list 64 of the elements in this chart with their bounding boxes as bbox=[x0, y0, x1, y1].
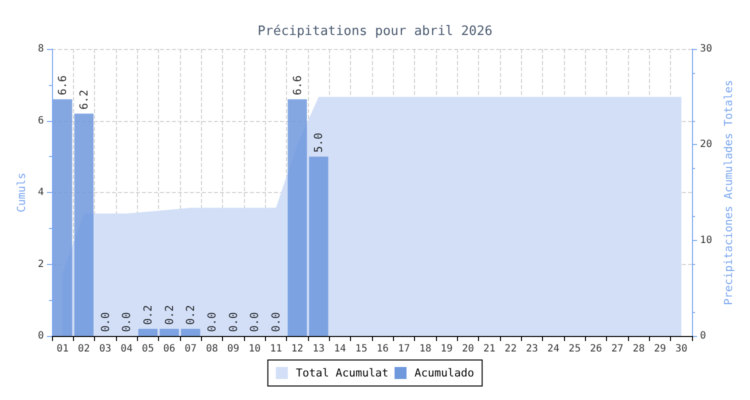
y-tick-label: 0 bbox=[38, 330, 44, 342]
y2-tick-label: 20 bbox=[700, 139, 712, 150]
data-label: 0.0 bbox=[98, 312, 112, 332]
x-tick-label: 01 bbox=[56, 344, 69, 354]
x-tick-label: 23 bbox=[526, 344, 538, 354]
y-tick-label: 6 bbox=[38, 115, 44, 126]
x-tick-label: 20 bbox=[462, 344, 474, 354]
bar bbox=[160, 328, 179, 336]
data-label: 0.2 bbox=[184, 304, 198, 325]
x-tick-label: 02 bbox=[78, 344, 90, 354]
data-label: 0.0 bbox=[120, 312, 134, 332]
legend-label: Total Acumulat bbox=[296, 366, 389, 380]
x-tick-label: 18 bbox=[419, 344, 432, 354]
x-tick-label: 07 bbox=[184, 344, 197, 354]
y2-tick-label: 0 bbox=[700, 330, 706, 342]
x-tick-label: 21 bbox=[483, 344, 496, 354]
x-tick-label: 30 bbox=[675, 344, 688, 354]
x-tick-label: 09 bbox=[227, 344, 240, 354]
data-label: 0.0 bbox=[269, 312, 282, 332]
x-tick-label: 16 bbox=[376, 344, 389, 354]
x-tick-label: 05 bbox=[142, 344, 154, 354]
x-tick-label: 27 bbox=[611, 344, 624, 354]
x-tick-label: 22 bbox=[504, 344, 517, 354]
bar bbox=[74, 114, 94, 336]
x-tick-label: 14 bbox=[334, 344, 346, 354]
data-label: 6.6 bbox=[56, 75, 70, 96]
y2-tick-label: 10 bbox=[700, 234, 712, 246]
x-tick-label: 06 bbox=[163, 344, 176, 354]
data-label: 6.2 bbox=[77, 90, 90, 110]
data-label: 0.0 bbox=[205, 312, 218, 332]
x-tick-label: 08 bbox=[206, 344, 218, 354]
y-tick-label: 2 bbox=[38, 258, 44, 270]
chart-title: Précipitations pour abril 2026 bbox=[258, 24, 492, 39]
y-tick-label: 8 bbox=[38, 44, 44, 54]
legend-label: Acumulado bbox=[414, 366, 474, 380]
bar bbox=[138, 328, 158, 336]
data-label: 5.0 bbox=[312, 132, 326, 153]
x-tick-label: 04 bbox=[120, 344, 133, 354]
x-tick-label: 26 bbox=[590, 344, 602, 354]
bar bbox=[181, 328, 200, 336]
data-label: 0.0 bbox=[248, 312, 262, 332]
y2-axis-title: Precipitaciones Acumulades Totales bbox=[722, 80, 735, 306]
data-label: 0.2 bbox=[141, 304, 154, 325]
x-tick-label: 03 bbox=[99, 344, 112, 354]
data-label: 6.6 bbox=[290, 75, 304, 96]
data-label: 0.2 bbox=[162, 304, 176, 325]
bar bbox=[288, 99, 307, 336]
x-tick-label: 17 bbox=[398, 344, 410, 354]
bar bbox=[309, 156, 328, 336]
y2-tick-label: 30 bbox=[700, 44, 712, 54]
x-tick-label: 15 bbox=[355, 344, 368, 354]
y-axis-title: Cumuls bbox=[15, 172, 28, 212]
x-tick-label: 13 bbox=[312, 344, 325, 354]
x-tick-label: 11 bbox=[270, 344, 282, 354]
bar bbox=[52, 99, 72, 336]
data-label: 0.0 bbox=[226, 312, 240, 332]
x-tick-label: 25 bbox=[568, 344, 581, 354]
x-tick-label: 19 bbox=[440, 344, 453, 354]
x-tick-label: 24 bbox=[547, 344, 560, 354]
x-tick-label: 12 bbox=[291, 344, 304, 354]
x-tick-label: 10 bbox=[248, 344, 261, 354]
x-tick-label: 29 bbox=[654, 344, 666, 354]
y-tick-label: 4 bbox=[38, 187, 44, 198]
x-tick-label: 28 bbox=[632, 344, 645, 354]
